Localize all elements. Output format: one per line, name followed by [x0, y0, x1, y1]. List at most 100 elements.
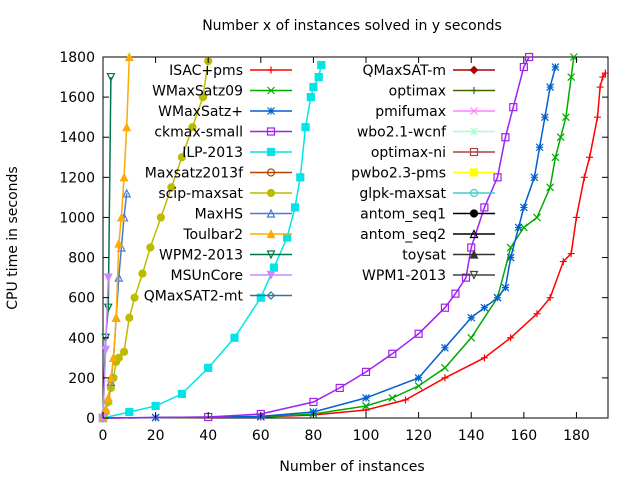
data-point [493, 293, 502, 302]
data-point [114, 238, 124, 248]
data-point [567, 250, 575, 258]
data-point [204, 363, 213, 372]
data-point [593, 113, 601, 121]
data-point [146, 243, 155, 252]
legend-label: Maxsatz2013f [145, 166, 244, 182]
y-tick-label: 800 [68, 251, 95, 267]
legend-marker [469, 229, 479, 239]
data-point [362, 394, 370, 402]
legend-marker [266, 188, 276, 198]
data-point [167, 183, 176, 192]
series-layer [98, 52, 609, 423]
data-point [561, 113, 570, 122]
x-tick-label: 120 [405, 428, 432, 444]
data-point [546, 183, 555, 192]
data-point [306, 93, 315, 102]
legend-label: pwbo2.3-pms [351, 166, 446, 182]
y-tick-label: 400 [68, 331, 95, 347]
legend-label: QMaxSAT-m [362, 63, 446, 79]
legend-marker [266, 250, 276, 260]
data-point [551, 63, 560, 71]
x-tick-label: 180 [563, 428, 590, 444]
legend-entry: glpk-maxsat [359, 186, 495, 202]
data-point [122, 188, 132, 198]
data-point [256, 293, 265, 302]
data-point [414, 329, 423, 338]
y-tick-label: 1600 [59, 90, 95, 106]
data-point [524, 52, 534, 62]
x-tick-label: 40 [199, 428, 217, 444]
legend-entry: optimax-ni [371, 145, 495, 161]
legend-marker [266, 208, 276, 218]
data-point [506, 253, 515, 262]
legend-label: wbo2.1-wcnf [357, 125, 447, 141]
y-tick-label: 1000 [59, 210, 95, 226]
data-point [362, 402, 370, 410]
data-point [493, 173, 502, 182]
legend-marker [266, 291, 276, 300]
data-point [125, 313, 134, 322]
data-point [103, 273, 113, 283]
data-point [501, 133, 510, 142]
series-toulbar2 [98, 52, 134, 423]
legend-entry: WMaxSatz09 [152, 84, 292, 100]
legend-entry: pwbo2.3-pms [351, 166, 495, 182]
data-point [106, 72, 116, 82]
data-point [572, 213, 580, 221]
legend-marker [469, 270, 479, 280]
legend-label: antom_seq2 [360, 227, 446, 243]
data-point [314, 72, 323, 82]
legend-entry: antom_seq2 [360, 227, 495, 243]
data-point [480, 303, 489, 312]
data-point [198, 93, 208, 102]
x-tick-label: 160 [510, 428, 537, 444]
y-tick-label: 200 [68, 371, 95, 387]
series-line [102, 56, 530, 419]
legend-entry: pmifumax [375, 104, 495, 120]
data-point [533, 213, 541, 222]
data-point [546, 294, 554, 302]
plot-frame [102, 56, 609, 419]
legend-label: WMaxSatz09 [152, 84, 243, 100]
legend-label: optimax-ni [371, 145, 446, 161]
data-point [122, 122, 132, 132]
legend: ISAC+pms WMaxSatz09 WMaxSatz+ ckmax-small IL… [144, 63, 495, 305]
data-point [230, 333, 239, 342]
legend-marker [266, 270, 276, 280]
data-point [467, 333, 476, 342]
data-point [317, 60, 326, 70]
data-point [106, 373, 116, 382]
data-point [111, 312, 121, 322]
data-point [530, 173, 539, 182]
y-tick-label: 0 [86, 411, 95, 427]
legend-marker [266, 127, 276, 136]
legend-label: ckmax-small [154, 125, 243, 141]
chart-title: Number x of instances solved in y second… [202, 18, 502, 34]
data-point [125, 407, 134, 417]
data-point [124, 52, 134, 62]
legend-entry: Maxsatz2013f [145, 166, 292, 182]
data-point [596, 83, 604, 91]
data-point [551, 153, 560, 162]
data-point [283, 233, 292, 242]
legend-entry: QMaxSAT-m [362, 63, 495, 79]
legend-label: WPM2-2013 [159, 248, 243, 264]
series-line [102, 64, 323, 419]
series-ckmax-small [98, 52, 534, 423]
legend-label: glpk-maxsat [359, 186, 446, 202]
data-point [309, 397, 318, 407]
data-point [451, 289, 460, 298]
legend-entry: Toulbar2 [182, 227, 292, 243]
data-point [599, 73, 607, 81]
data-point [467, 313, 476, 322]
data-point [556, 133, 565, 142]
data-point [156, 213, 165, 222]
data-point [388, 349, 397, 358]
data-point [130, 293, 139, 302]
data-point [269, 263, 279, 272]
legend-marker [267, 107, 275, 115]
data-point [361, 367, 371, 376]
data-point [151, 401, 160, 411]
x-tick-label: 140 [458, 428, 485, 444]
legend-marker [266, 147, 276, 157]
